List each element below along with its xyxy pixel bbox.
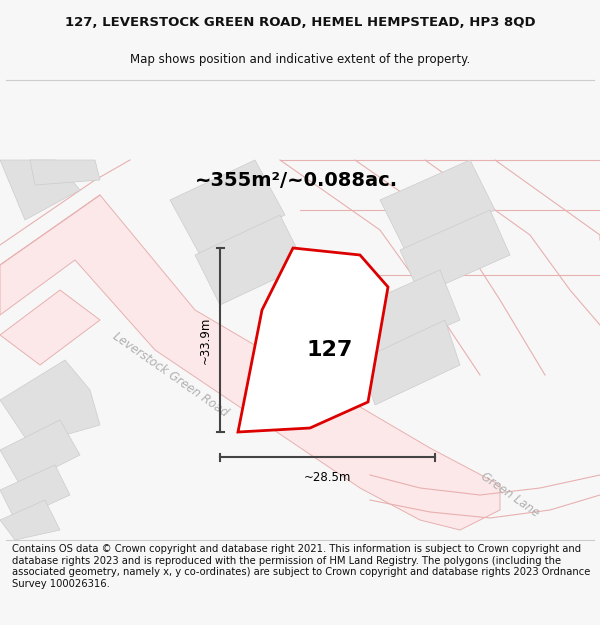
Polygon shape	[0, 195, 500, 530]
Polygon shape	[380, 160, 495, 250]
Text: 127, LEVERSTOCK GREEN ROAD, HEMEL HEMPSTEAD, HP3 8QD: 127, LEVERSTOCK GREEN ROAD, HEMEL HEMPST…	[65, 16, 535, 29]
Polygon shape	[0, 500, 60, 540]
Text: Leverstock Green Road: Leverstock Green Road	[110, 330, 230, 420]
Polygon shape	[0, 160, 80, 220]
Text: Map shows position and indicative extent of the property.: Map shows position and indicative extent…	[130, 54, 470, 66]
Text: Green Lane: Green Lane	[478, 470, 542, 520]
Polygon shape	[0, 290, 100, 365]
Polygon shape	[195, 215, 305, 305]
Polygon shape	[30, 160, 100, 185]
Text: ~33.9m: ~33.9m	[199, 316, 212, 364]
Polygon shape	[0, 360, 100, 445]
Polygon shape	[0, 465, 70, 520]
Text: ~28.5m: ~28.5m	[304, 471, 351, 484]
Text: Contains OS data © Crown copyright and database right 2021. This information is : Contains OS data © Crown copyright and d…	[12, 544, 590, 589]
Polygon shape	[400, 210, 510, 295]
Polygon shape	[350, 270, 460, 360]
Polygon shape	[0, 420, 80, 485]
Polygon shape	[170, 160, 285, 255]
Polygon shape	[360, 320, 460, 405]
Text: 127: 127	[307, 340, 353, 360]
Polygon shape	[238, 248, 388, 432]
Text: ~355m²/~0.088ac.: ~355m²/~0.088ac.	[195, 171, 398, 189]
